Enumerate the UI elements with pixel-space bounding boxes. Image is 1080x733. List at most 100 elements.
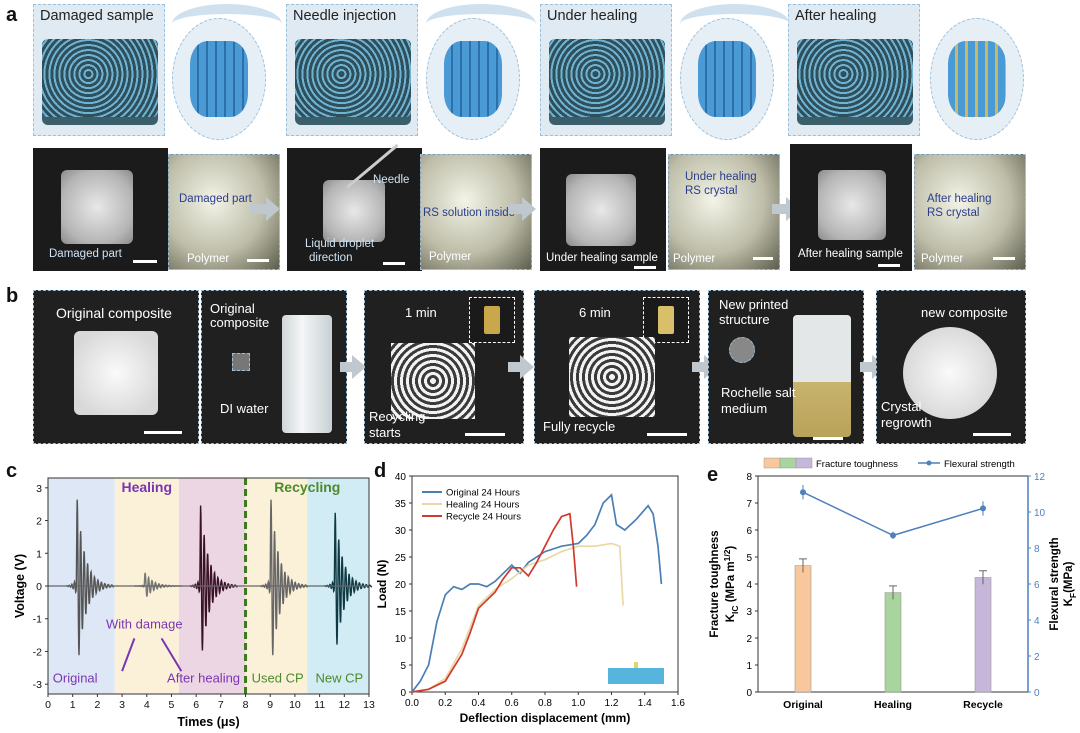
- x-tick-label: 1.2: [605, 698, 619, 709]
- y-tick-label: 10: [395, 634, 407, 645]
- y-axis-label-2: KIC (MPa m1/2): [722, 546, 740, 623]
- x-tick-label: 2: [94, 699, 100, 711]
- photo-label: medium: [721, 401, 768, 416]
- bar: [794, 565, 812, 693]
- legend-label: Flexural strength: [944, 459, 1015, 470]
- y-tick-label: -3: [33, 679, 42, 691]
- stage-title: Needle injection: [293, 8, 397, 24]
- photo-label: After healing sample: [798, 248, 903, 260]
- x-tick-label: 1.6: [671, 698, 685, 709]
- panel-label-d: d: [374, 460, 387, 482]
- annotation: After healing: [167, 671, 240, 686]
- plot-frame: [411, 475, 679, 693]
- x-tick-label: 7: [218, 699, 224, 711]
- photo-under-healing: Under healing sample: [540, 148, 666, 271]
- strength-point: [890, 532, 896, 539]
- photo-label: Original: [210, 301, 255, 316]
- y2-tick-label: 12: [1034, 472, 1046, 483]
- photo-label: DI water: [220, 401, 269, 416]
- legend-label: Fracture toughness: [816, 459, 898, 470]
- photo-label: Damaged part: [49, 248, 122, 260]
- stage-arrow: [426, 4, 536, 44]
- x-tick-label: 1.0: [571, 698, 585, 709]
- flow-arrow-head: [352, 355, 366, 379]
- healing-label: Healing: [121, 479, 172, 495]
- flow-arrow-head: [522, 197, 536, 221]
- photo-under-healing-micro: Under healing RS crystal Polymer: [668, 154, 780, 270]
- annotation: New CP: [316, 671, 364, 686]
- flow-arrow: [250, 204, 266, 214]
- legend-label: Original 24 Hours: [446, 488, 520, 499]
- y-tick-label: 0: [400, 688, 406, 699]
- signal-line: [66, 499, 115, 656]
- flow-arrow: [508, 362, 520, 372]
- y2-tick-label: 0: [1034, 688, 1040, 699]
- photo-needle-injection: Needle Liquid droplet direction: [287, 143, 422, 271]
- y-tick-label: 2: [746, 634, 752, 645]
- photo-label: Polymer: [187, 253, 230, 265]
- stage-after-healing-render: After healing: [788, 4, 920, 136]
- y-axis-label: Voltage (V): [13, 554, 27, 618]
- x-tick-label: 12: [338, 699, 350, 711]
- photo-label: Recycling: [369, 409, 426, 424]
- y-tick-label: 40: [395, 472, 407, 483]
- y-tick-label: 5: [746, 553, 752, 564]
- y-tick-label: 7: [746, 499, 752, 510]
- photo-rochelle-medium: New printed structure Rochelle salt medi…: [708, 290, 864, 444]
- photo-label: starts: [369, 425, 401, 440]
- strength-point: [800, 489, 806, 496]
- photo-label: After healing: [927, 193, 992, 205]
- x-tick-label: 1: [70, 699, 76, 711]
- signal-line: [190, 505, 238, 651]
- strength-point: [980, 505, 986, 512]
- y-tick-label: 35: [395, 499, 407, 510]
- flow-arrow: [340, 362, 352, 372]
- y-tick-label: 25: [395, 553, 407, 564]
- signal-line: [324, 512, 373, 645]
- stage-title: After healing: [795, 8, 877, 24]
- annotation: Original: [53, 671, 98, 686]
- x-tick-label: 8: [243, 699, 249, 711]
- y-axis-label: Fracture toughness: [709, 530, 721, 637]
- photo-label: Needle: [373, 174, 410, 186]
- x-tick-label: 10: [289, 699, 301, 711]
- photo-label: Under healing sample: [546, 252, 658, 264]
- photo-label: Damaged part: [179, 193, 252, 205]
- x-tick-label: 5: [169, 699, 175, 711]
- photo-original-composite: Original composite: [33, 290, 199, 444]
- photo-label: structure: [719, 312, 770, 327]
- sample-block-render: [797, 39, 913, 117]
- flow-arrow: [508, 204, 522, 214]
- annotation-arrow: [160, 637, 183, 672]
- signal-line: [260, 499, 309, 656]
- y2-axis-label-2: KF(MPa): [1063, 561, 1078, 606]
- sample-block-render: [295, 39, 411, 117]
- bar: [974, 577, 992, 693]
- flow-arrow-head: [266, 197, 280, 221]
- flow-arrow: [860, 362, 872, 372]
- legend-swatch: [795, 457, 813, 469]
- sample-block-render: [549, 39, 665, 117]
- panel-label-c: c: [6, 460, 18, 482]
- photo-label: Original composite: [56, 305, 172, 321]
- x-axis-label: Deflection displacement (mm): [460, 711, 631, 725]
- photo-label: regrowth: [881, 415, 932, 430]
- y-tick-label: 3: [746, 607, 752, 618]
- y2-axis-label: Flexural strength: [1049, 537, 1061, 630]
- y-tick-label: 20: [395, 580, 407, 591]
- x-tick-label: 0.2: [438, 698, 452, 709]
- photo-label: Polymer: [921, 253, 964, 265]
- y-axis-label: Load (N): [375, 560, 389, 609]
- stage-needle-render: Needle injection: [286, 4, 418, 136]
- y-tick-label: 2: [36, 516, 42, 528]
- photo-label: Fully recycle: [543, 419, 616, 434]
- specimen-icon: [608, 668, 664, 684]
- series-line: [411, 542, 624, 693]
- y-tick-label: 1: [36, 548, 42, 560]
- x-tick-label: 11: [314, 699, 325, 711]
- flow-arrow-head: [520, 355, 534, 379]
- photo-label: direction: [309, 252, 353, 264]
- legend-swatch: [926, 460, 932, 466]
- legend-swatch: [763, 457, 781, 469]
